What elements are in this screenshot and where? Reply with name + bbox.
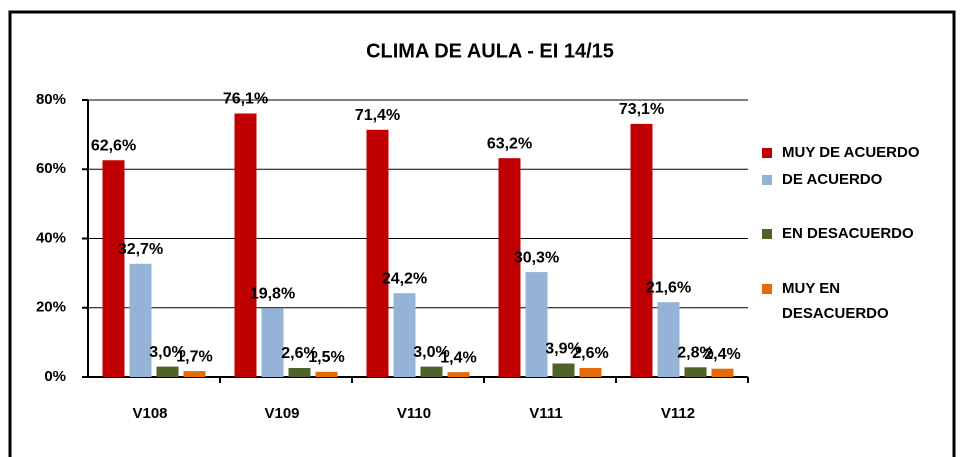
bar — [366, 129, 389, 377]
legend-item: EN DESACUERDO — [782, 225, 914, 242]
legend-swatch — [762, 175, 772, 185]
legend-item: DE ACUERDO — [782, 171, 883, 188]
x-tick-label: V112 — [661, 405, 695, 422]
bar — [183, 371, 206, 377]
data-label: 1,5% — [308, 349, 344, 366]
legend-swatch — [762, 284, 772, 294]
data-label: 71,4% — [355, 107, 400, 124]
bar — [288, 367, 311, 377]
legend-item: MUY DE ACUERDO — [782, 144, 920, 161]
bar — [498, 158, 521, 377]
bar — [393, 293, 416, 377]
bar — [552, 363, 575, 377]
legend-item: MUY EN DESACUERDO — [782, 280, 889, 322]
chart-border — [8, 10, 956, 457]
bar — [711, 368, 734, 377]
data-label: 3,9% — [545, 341, 581, 358]
data-label: 2,6% — [572, 345, 608, 362]
data-label: 3,0% — [413, 344, 449, 361]
bar — [630, 123, 653, 377]
y-tick-label: 0% — [44, 368, 66, 385]
x-tick-label: V109 — [264, 405, 299, 422]
data-label: 19,8% — [250, 286, 295, 303]
bar — [156, 366, 179, 377]
bar — [447, 372, 470, 377]
x-tick-label: V111 — [529, 405, 562, 422]
y-tick-label: 80% — [36, 91, 66, 108]
y-tick-label: 60% — [36, 160, 66, 177]
data-label: 21,6% — [646, 279, 691, 296]
bar — [129, 263, 152, 377]
data-label: 1,4% — [440, 349, 476, 366]
data-label: 3,0% — [149, 344, 185, 361]
bar — [315, 371, 338, 377]
data-label: 2,4% — [704, 346, 740, 363]
data-label: 2,8% — [677, 345, 713, 362]
bar — [657, 302, 680, 377]
legend-label: DE ACUERDO — [782, 171, 883, 188]
bar — [261, 308, 284, 377]
bar — [102, 160, 125, 377]
data-label: 73,1% — [619, 101, 664, 118]
data-label: 63,2% — [487, 135, 532, 152]
x-tick-label: V110 — [397, 405, 431, 422]
bar — [420, 366, 443, 377]
y-tick-label: 20% — [36, 299, 66, 316]
data-label: 30,3% — [514, 249, 559, 266]
bar — [234, 113, 257, 377]
data-label: 32,7% — [118, 241, 163, 258]
legend-label: EN DESACUERDO — [782, 225, 914, 242]
bar — [525, 272, 548, 377]
data-label: 24,2% — [382, 270, 427, 287]
legend-swatch — [762, 229, 772, 239]
chart-title: CLIMA DE AULA - EI 14/15 — [366, 40, 614, 62]
legend-label: MUY EN DESACUERDO — [782, 280, 889, 322]
data-label: 1,7% — [176, 348, 212, 365]
y-tick-label: 40% — [36, 229, 66, 246]
legend-label: MUY DE ACUERDO — [782, 144, 920, 161]
legend-swatch — [762, 148, 772, 158]
data-label: 62,6% — [91, 137, 136, 154]
bar — [684, 367, 707, 377]
bar — [579, 367, 602, 377]
data-label: 2,6% — [281, 345, 317, 362]
data-label: 76,1% — [223, 91, 268, 108]
x-tick-label: V108 — [132, 405, 167, 422]
